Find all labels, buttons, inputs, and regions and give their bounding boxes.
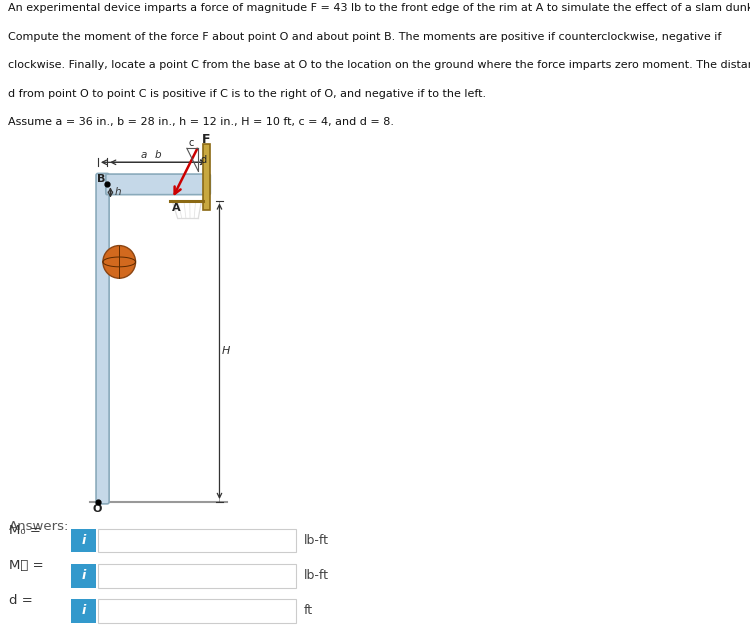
Text: Assume a = 36 in., b = 28 in., h = 12 in., H = 10 ft, c = 4, and d = 8.: Assume a = 36 in., b = 28 in., h = 12 in…	[8, 118, 394, 127]
Text: i: i	[82, 534, 86, 547]
Text: Compute the moment of the force F about point O and about point B. The moments a: Compute the moment of the force F about …	[8, 32, 721, 42]
Text: M₀ =: M₀ =	[9, 525, 40, 537]
FancyBboxPatch shape	[98, 529, 296, 552]
Circle shape	[103, 246, 136, 278]
Text: O: O	[92, 504, 101, 514]
Text: h: h	[115, 188, 122, 197]
FancyBboxPatch shape	[106, 174, 210, 195]
Text: d =: d =	[9, 595, 33, 607]
Text: d: d	[200, 155, 207, 165]
Text: b: b	[154, 150, 161, 161]
FancyBboxPatch shape	[98, 599, 296, 623]
Text: H: H	[222, 346, 230, 356]
Text: B: B	[98, 174, 106, 184]
Text: lb-ft: lb-ft	[304, 534, 328, 547]
Text: c: c	[189, 138, 194, 148]
Text: lb-ft: lb-ft	[304, 569, 328, 582]
Bar	[203, 144, 210, 210]
Text: a: a	[140, 150, 147, 161]
Text: i: i	[82, 569, 86, 582]
FancyBboxPatch shape	[71, 529, 96, 552]
Text: Answers:: Answers:	[9, 520, 69, 533]
FancyBboxPatch shape	[96, 173, 109, 504]
FancyBboxPatch shape	[98, 564, 296, 588]
Text: F: F	[202, 133, 210, 146]
FancyBboxPatch shape	[71, 564, 96, 588]
FancyBboxPatch shape	[71, 599, 96, 623]
Text: i: i	[82, 604, 86, 617]
Text: M၂ =: M၂ =	[9, 559, 44, 573]
Text: An experimental device imparts a force of magnitude F = 43 lb to the front edge : An experimental device imparts a force o…	[8, 3, 750, 13]
Text: A: A	[172, 203, 181, 213]
Text: clockwise. Finally, locate a point C from the base at O to the location on the g: clockwise. Finally, locate a point C fro…	[8, 60, 750, 70]
Text: d from point O to point C is positive if C is to the right of O, and negative if: d from point O to point C is positive if…	[8, 88, 486, 99]
Text: ft: ft	[304, 604, 313, 617]
